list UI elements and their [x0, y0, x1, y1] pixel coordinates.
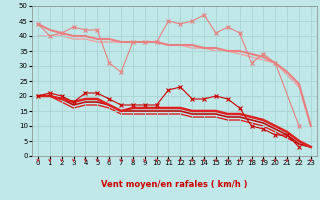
X-axis label: Vent moyen/en rafales ( km/h ): Vent moyen/en rafales ( km/h ) — [101, 180, 248, 189]
